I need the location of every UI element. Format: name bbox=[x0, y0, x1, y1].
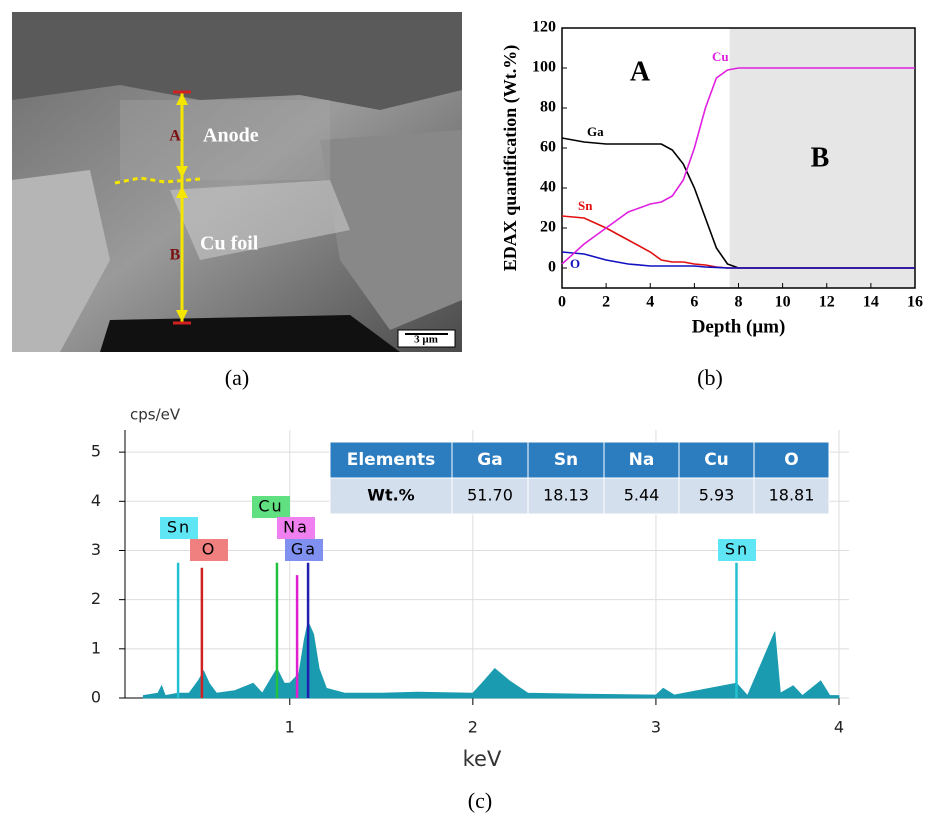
table-cell-text: Wt.% bbox=[367, 486, 414, 505]
peak-label: Sn bbox=[167, 518, 191, 537]
y-tick-label: 20 bbox=[540, 219, 556, 236]
table-cell-text: 18.81 bbox=[769, 486, 815, 505]
y-tick-label: 80 bbox=[540, 99, 556, 116]
x-tick-label: 14 bbox=[863, 294, 879, 311]
x-tick-label: 3 bbox=[651, 718, 661, 737]
table-header: Ga bbox=[477, 450, 502, 470]
peak-label: Ga bbox=[291, 540, 317, 559]
x-tick-label: 4 bbox=[646, 294, 654, 311]
table-header: Cu bbox=[704, 450, 729, 470]
series-label: O bbox=[570, 256, 580, 271]
y-tick-label: 60 bbox=[540, 139, 556, 156]
region-label: A bbox=[169, 128, 181, 145]
y-tick-label: 5 bbox=[91, 442, 101, 461]
region-label: Anode bbox=[203, 125, 259, 147]
peak-label: Sn bbox=[725, 540, 749, 559]
caption: (a) bbox=[225, 365, 249, 390]
y-tick-label: 40 bbox=[540, 179, 556, 196]
table-cell-text: 5.44 bbox=[624, 486, 660, 505]
peak-label: Na bbox=[283, 518, 309, 537]
table-cell-text: 18.13 bbox=[543, 486, 589, 505]
scale-bar-label: 3 µm bbox=[414, 334, 438, 346]
table-header: O bbox=[784, 450, 798, 470]
x-tick-label: 8 bbox=[735, 294, 743, 311]
table-cell-text: 5.93 bbox=[699, 486, 735, 505]
x-axis-label: Depth (μm) bbox=[692, 316, 786, 337]
peak-label: O bbox=[202, 540, 217, 559]
region-annotation: A bbox=[630, 56, 651, 87]
table-header: Elements bbox=[347, 450, 436, 470]
x-tick-label: 6 bbox=[690, 294, 698, 311]
table-header: Sn bbox=[554, 450, 578, 470]
y-tick-label: 1 bbox=[91, 638, 101, 657]
y-tick-label: 4 bbox=[91, 491, 101, 510]
spectrum-area bbox=[143, 622, 839, 698]
region-label: B bbox=[170, 247, 181, 264]
region-annotation: B bbox=[811, 142, 830, 173]
x-tick-label: 12 bbox=[819, 294, 835, 311]
region-label: Cu foil bbox=[200, 233, 259, 255]
x-tick-label: 16 bbox=[907, 294, 923, 311]
series-label: Sn bbox=[578, 198, 593, 213]
x-tick-label: 0 bbox=[558, 294, 566, 311]
y-tick-label: 100 bbox=[532, 59, 556, 76]
caption: (b) bbox=[697, 365, 723, 390]
x-tick-label: 2 bbox=[468, 718, 478, 737]
y-axis-label: EDAX quantification (Wt.%) bbox=[500, 45, 521, 272]
peak-label: Cu bbox=[258, 497, 283, 516]
y-tick-label: 0 bbox=[548, 259, 556, 276]
x-tick-label: 2 bbox=[602, 294, 610, 311]
y-tick-label: 0 bbox=[91, 688, 101, 707]
x-axis-label: keV bbox=[463, 747, 502, 771]
y-axis-label: cps/eV bbox=[130, 406, 181, 424]
series-label: Ga bbox=[587, 124, 604, 139]
x-tick-label: 1 bbox=[285, 718, 295, 737]
y-tick-label: 2 bbox=[91, 589, 101, 608]
table-cell-text: 51.70 bbox=[467, 486, 513, 505]
caption: (c) bbox=[468, 788, 492, 813]
figure: A Anode B Cu foil 3 µm (a) (b) (c) 02040… bbox=[0, 0, 929, 821]
x-tick-label: 4 bbox=[834, 718, 844, 737]
y-tick-label: 120 bbox=[532, 19, 556, 36]
table-header: Na bbox=[629, 450, 655, 470]
sem-image bbox=[12, 12, 462, 352]
x-tick-label: 10 bbox=[775, 294, 791, 311]
series-label: Cu bbox=[712, 49, 729, 64]
y-tick-label: 3 bbox=[91, 540, 101, 559]
